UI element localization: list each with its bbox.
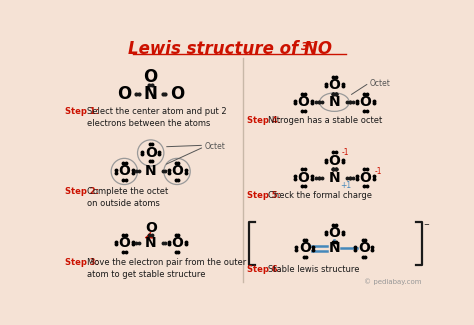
- Text: ⁻: ⁻: [308, 40, 314, 50]
- Text: O: O: [359, 95, 371, 109]
- Text: O: O: [118, 236, 130, 250]
- Text: -1: -1: [374, 167, 382, 176]
- Text: O: O: [171, 164, 183, 178]
- Text: O: O: [144, 69, 158, 86]
- Text: N: N: [328, 95, 340, 109]
- Text: O: O: [170, 85, 184, 103]
- Text: Check the formal charge: Check the formal charge: [268, 191, 373, 201]
- Text: Complete the octet
on outside atoms: Complete the octet on outside atoms: [87, 187, 168, 208]
- Text: Move the electron pair from the outer
atom to get stable structure: Move the electron pair from the outer at…: [87, 258, 246, 279]
- Text: O: O: [358, 241, 370, 255]
- Text: Step 6:: Step 6:: [247, 266, 281, 274]
- Text: Step 4:: Step 4:: [247, 116, 281, 125]
- Text: O: O: [328, 226, 340, 240]
- Text: ⁻: ⁻: [423, 222, 429, 232]
- Text: O: O: [298, 95, 310, 109]
- Text: Stable lewis structure: Stable lewis structure: [268, 266, 360, 274]
- Text: O: O: [171, 236, 183, 250]
- Text: © pediabay.com: © pediabay.com: [365, 279, 422, 285]
- Text: Nitrogen has a stable octet: Nitrogen has a stable octet: [268, 116, 383, 125]
- Text: N: N: [145, 236, 156, 250]
- Text: O: O: [298, 171, 310, 185]
- Text: N: N: [328, 171, 340, 185]
- Text: +1: +1: [340, 181, 351, 190]
- Text: O: O: [299, 241, 311, 255]
- Text: O: O: [328, 78, 340, 92]
- Text: O: O: [145, 221, 156, 235]
- Text: O: O: [328, 154, 340, 168]
- Text: -1: -1: [342, 149, 350, 157]
- Text: O: O: [359, 171, 371, 185]
- Text: Step 2:: Step 2:: [65, 187, 100, 196]
- Text: Step 1:: Step 1:: [65, 107, 100, 116]
- Text: N: N: [145, 164, 156, 178]
- Text: O: O: [145, 146, 156, 160]
- Text: N: N: [328, 241, 340, 255]
- Text: Select the center atom and put 2
electrons between the atoms: Select the center atom and put 2 electro…: [87, 107, 227, 127]
- Text: 3: 3: [301, 42, 309, 52]
- Text: O: O: [117, 85, 131, 103]
- Text: Step 5:: Step 5:: [247, 191, 281, 201]
- Text: O: O: [118, 164, 130, 178]
- Text: N: N: [144, 85, 158, 103]
- Text: Octet: Octet: [205, 142, 226, 151]
- Text: Octet: Octet: [369, 79, 390, 88]
- Text: Lewis structure of NO: Lewis structure of NO: [128, 40, 332, 58]
- Text: Step 3:: Step 3:: [65, 258, 100, 267]
